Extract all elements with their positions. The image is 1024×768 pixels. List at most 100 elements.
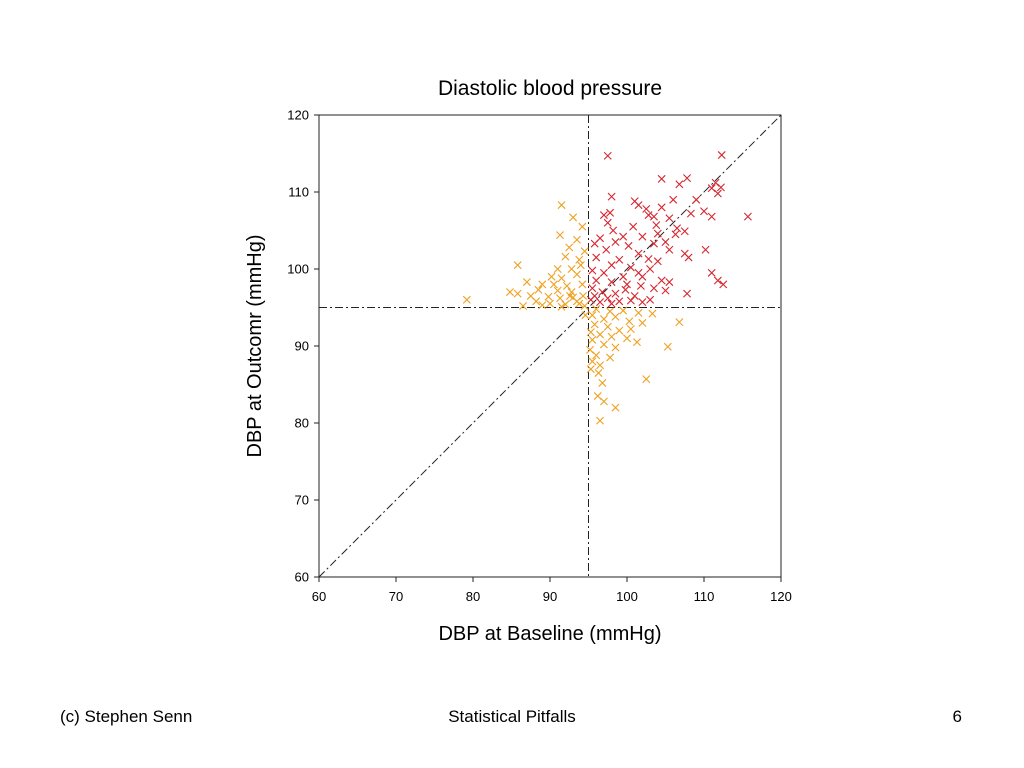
data-point — [594, 368, 603, 377]
data-point — [624, 241, 633, 250]
footer-title: Statistical Pitfalls — [448, 707, 576, 726]
data-point — [623, 334, 631, 343]
data-point — [599, 268, 608, 277]
data-point — [621, 285, 630, 294]
data-point — [661, 286, 670, 295]
data-point — [588, 284, 597, 293]
y-tick-label: 100 — [287, 262, 309, 277]
data-point — [743, 212, 752, 221]
data-point — [673, 224, 682, 233]
data-point — [607, 261, 616, 270]
data-point — [581, 311, 590, 320]
data-point — [556, 231, 564, 240]
data-point — [634, 201, 643, 210]
data-point — [716, 183, 725, 192]
data-point — [719, 280, 728, 289]
data-point — [586, 328, 595, 337]
data-point — [603, 322, 612, 331]
data-point — [671, 230, 680, 239]
data-point — [611, 343, 620, 352]
data-point — [680, 227, 689, 236]
data-point — [609, 226, 618, 235]
data-point — [636, 281, 645, 290]
data-point — [626, 325, 635, 334]
data-point — [575, 255, 584, 264]
data-point — [644, 211, 653, 220]
data-point — [513, 289, 522, 298]
identity-line — [318, 114, 782, 578]
x-tick-label: 120 — [770, 589, 792, 604]
data-point — [701, 245, 710, 254]
data-point — [578, 222, 587, 231]
data-point — [661, 238, 670, 247]
data-point — [684, 253, 693, 262]
data-point — [607, 299, 616, 308]
data-point — [572, 235, 581, 244]
data-point — [607, 192, 616, 201]
data-point — [646, 265, 655, 273]
x-axis: 60 70 80 90 100 110 120 — [312, 577, 792, 604]
x-tick-label: 60 — [312, 589, 326, 604]
data-point — [626, 296, 635, 305]
y-tick-label: 120 — [287, 108, 309, 123]
data-point — [462, 295, 471, 304]
data-point — [646, 295, 655, 304]
data-point — [578, 280, 587, 289]
data-point — [683, 174, 692, 183]
data-point — [638, 272, 647, 281]
data-point — [606, 353, 615, 362]
data-point — [599, 340, 608, 349]
data-point — [553, 265, 562, 273]
data-point — [534, 285, 543, 294]
reference-lines — [318, 114, 782, 578]
data-point — [611, 403, 620, 412]
data-point — [606, 208, 615, 217]
y-tick-label: 90 — [295, 339, 309, 354]
data-point — [619, 232, 628, 241]
data-point — [615, 255, 624, 264]
data-point — [649, 212, 658, 221]
data-point — [665, 245, 674, 254]
data-point — [519, 301, 528, 310]
x-tick-label: 90 — [543, 589, 557, 604]
data-point — [569, 213, 578, 222]
data-point — [642, 204, 651, 213]
data-point — [580, 247, 589, 256]
data-point — [588, 311, 597, 320]
data-point — [557, 274, 566, 283]
data-point — [505, 288, 514, 297]
data-point — [607, 278, 616, 287]
x-tick-label: 100 — [616, 589, 638, 604]
data-point — [644, 255, 653, 263]
data-point — [675, 318, 684, 327]
data-point — [590, 239, 599, 248]
data-point — [557, 302, 566, 311]
data-point — [700, 207, 708, 216]
data-point — [615, 297, 624, 306]
data-point — [657, 276, 666, 285]
data-point — [657, 203, 666, 212]
data-point — [683, 289, 692, 298]
data-point — [675, 180, 684, 189]
data-point — [561, 300, 570, 309]
data-point — [649, 239, 658, 248]
x-tick-label: 110 — [694, 589, 715, 604]
data-point — [599, 315, 608, 324]
data-point — [562, 281, 571, 290]
data-point — [586, 365, 595, 374]
data-point — [561, 252, 570, 261]
data-point — [629, 222, 638, 231]
data-point — [596, 416, 605, 425]
data-point — [623, 280, 631, 289]
footer-author: (c) Stephen Senn — [60, 707, 193, 726]
data-point — [592, 351, 601, 360]
data-point — [586, 295, 595, 304]
data-point — [603, 294, 612, 303]
data-point — [580, 301, 589, 310]
data-point — [603, 151, 612, 160]
data-point — [598, 378, 607, 387]
data-point — [638, 232, 647, 241]
data-point — [532, 297, 541, 306]
data-point — [649, 284, 658, 293]
